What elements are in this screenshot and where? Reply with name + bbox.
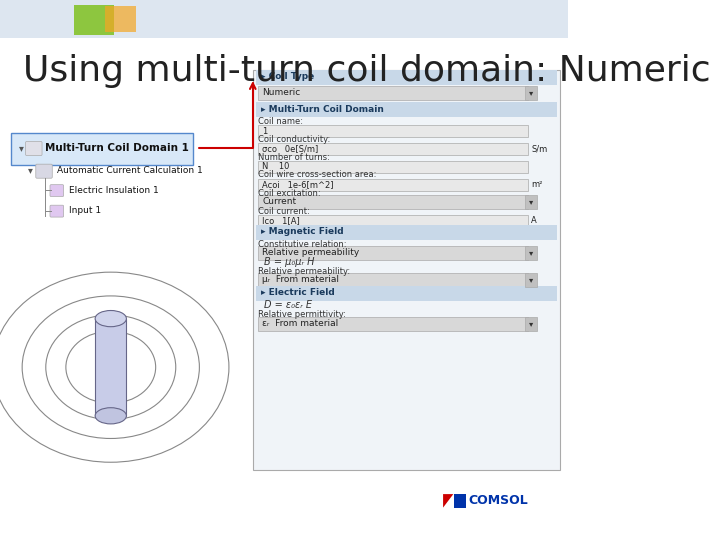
FancyBboxPatch shape [526, 273, 537, 287]
Text: Automatic Current Calculation 1: Automatic Current Calculation 1 [57, 166, 202, 174]
FancyBboxPatch shape [258, 273, 528, 287]
Text: Constitutive relation:: Constitutive relation: [258, 240, 347, 248]
FancyBboxPatch shape [256, 102, 557, 117]
FancyBboxPatch shape [105, 6, 136, 32]
FancyBboxPatch shape [258, 246, 528, 260]
Text: Coil wire cross-section area:: Coil wire cross-section area: [258, 171, 377, 179]
Text: Coil conductivity:: Coil conductivity: [258, 135, 330, 144]
FancyBboxPatch shape [526, 195, 537, 209]
Polygon shape [443, 494, 454, 508]
FancyBboxPatch shape [526, 86, 537, 100]
Text: Number of turns:: Number of turns: [258, 153, 330, 162]
FancyBboxPatch shape [74, 5, 114, 35]
Text: ▾: ▾ [529, 248, 534, 256]
Text: B = μ₀μᵣ H: B = μ₀μᵣ H [264, 257, 315, 267]
Text: Coil name:: Coil name: [258, 117, 303, 126]
Text: Coil current:: Coil current: [258, 207, 310, 215]
Text: ▾: ▾ [28, 165, 33, 175]
Text: m²: m² [531, 180, 542, 189]
Text: Relative permeability:: Relative permeability: [258, 267, 351, 275]
Text: Numeric: Numeric [263, 88, 301, 97]
FancyBboxPatch shape [50, 205, 63, 217]
Text: Input 1: Input 1 [69, 206, 102, 215]
FancyBboxPatch shape [454, 494, 466, 508]
FancyBboxPatch shape [12, 133, 193, 165]
Text: ▾: ▾ [529, 197, 534, 206]
Text: εᵣ  From material: εᵣ From material [263, 319, 338, 328]
FancyBboxPatch shape [253, 70, 559, 470]
Ellipse shape [95, 310, 127, 327]
FancyBboxPatch shape [50, 185, 63, 197]
FancyBboxPatch shape [256, 225, 557, 240]
Text: A: A [531, 217, 537, 225]
FancyBboxPatch shape [258, 86, 528, 100]
Text: ▸ Multi-Turn Coil Domain: ▸ Multi-Turn Coil Domain [261, 105, 384, 113]
Text: Electric Insulation 1: Electric Insulation 1 [69, 186, 159, 194]
Text: Coil excitation:: Coil excitation: [258, 189, 321, 198]
Text: COMSOL: COMSOL [469, 494, 528, 507]
Text: 1: 1 [263, 127, 268, 136]
FancyBboxPatch shape [526, 317, 537, 331]
FancyBboxPatch shape [258, 179, 528, 191]
Text: ▸ Magnetic Field: ▸ Magnetic Field [261, 227, 344, 236]
Text: ▸ Coil Type: ▸ Coil Type [261, 72, 315, 81]
Text: S/m: S/m [531, 145, 547, 153]
Text: Using multi-turn coil domain: Numeric: Using multi-turn coil domain: Numeric [23, 54, 711, 88]
Text: ▾: ▾ [19, 143, 24, 153]
FancyBboxPatch shape [258, 317, 528, 331]
Text: Current: Current [263, 197, 297, 206]
Text: μᵣ  From material: μᵣ From material [263, 275, 339, 284]
FancyBboxPatch shape [258, 161, 528, 173]
FancyBboxPatch shape [258, 143, 528, 155]
Text: ▸ Electric Field: ▸ Electric Field [261, 288, 335, 297]
Text: ▾: ▾ [529, 275, 534, 284]
FancyBboxPatch shape [0, 38, 568, 540]
Text: ▾: ▾ [529, 88, 534, 97]
FancyBboxPatch shape [0, 0, 568, 43]
FancyBboxPatch shape [526, 246, 537, 260]
FancyBboxPatch shape [256, 286, 557, 301]
Text: ▾: ▾ [529, 319, 534, 328]
Text: Relative permeability: Relative permeability [263, 248, 360, 256]
FancyBboxPatch shape [26, 141, 42, 156]
FancyBboxPatch shape [36, 164, 53, 178]
FancyBboxPatch shape [95, 319, 127, 416]
Text: D = ε₀εᵣ E: D = ε₀εᵣ E [264, 300, 312, 310]
Ellipse shape [95, 408, 127, 424]
Text: Relative permittivity:: Relative permittivity: [258, 310, 346, 319]
Text: σco   0e[S/m]: σco 0e[S/m] [263, 145, 319, 153]
Text: N    10: N 10 [263, 163, 290, 171]
Text: Acoi   1e-6[m^2]: Acoi 1e-6[m^2] [263, 180, 334, 189]
Text: Ico   1[A]: Ico 1[A] [263, 217, 300, 225]
Text: Multi-Turn Coil Domain 1: Multi-Turn Coil Domain 1 [45, 143, 189, 153]
FancyBboxPatch shape [258, 195, 528, 209]
FancyBboxPatch shape [258, 125, 528, 137]
FancyBboxPatch shape [258, 215, 528, 227]
FancyBboxPatch shape [256, 70, 557, 85]
